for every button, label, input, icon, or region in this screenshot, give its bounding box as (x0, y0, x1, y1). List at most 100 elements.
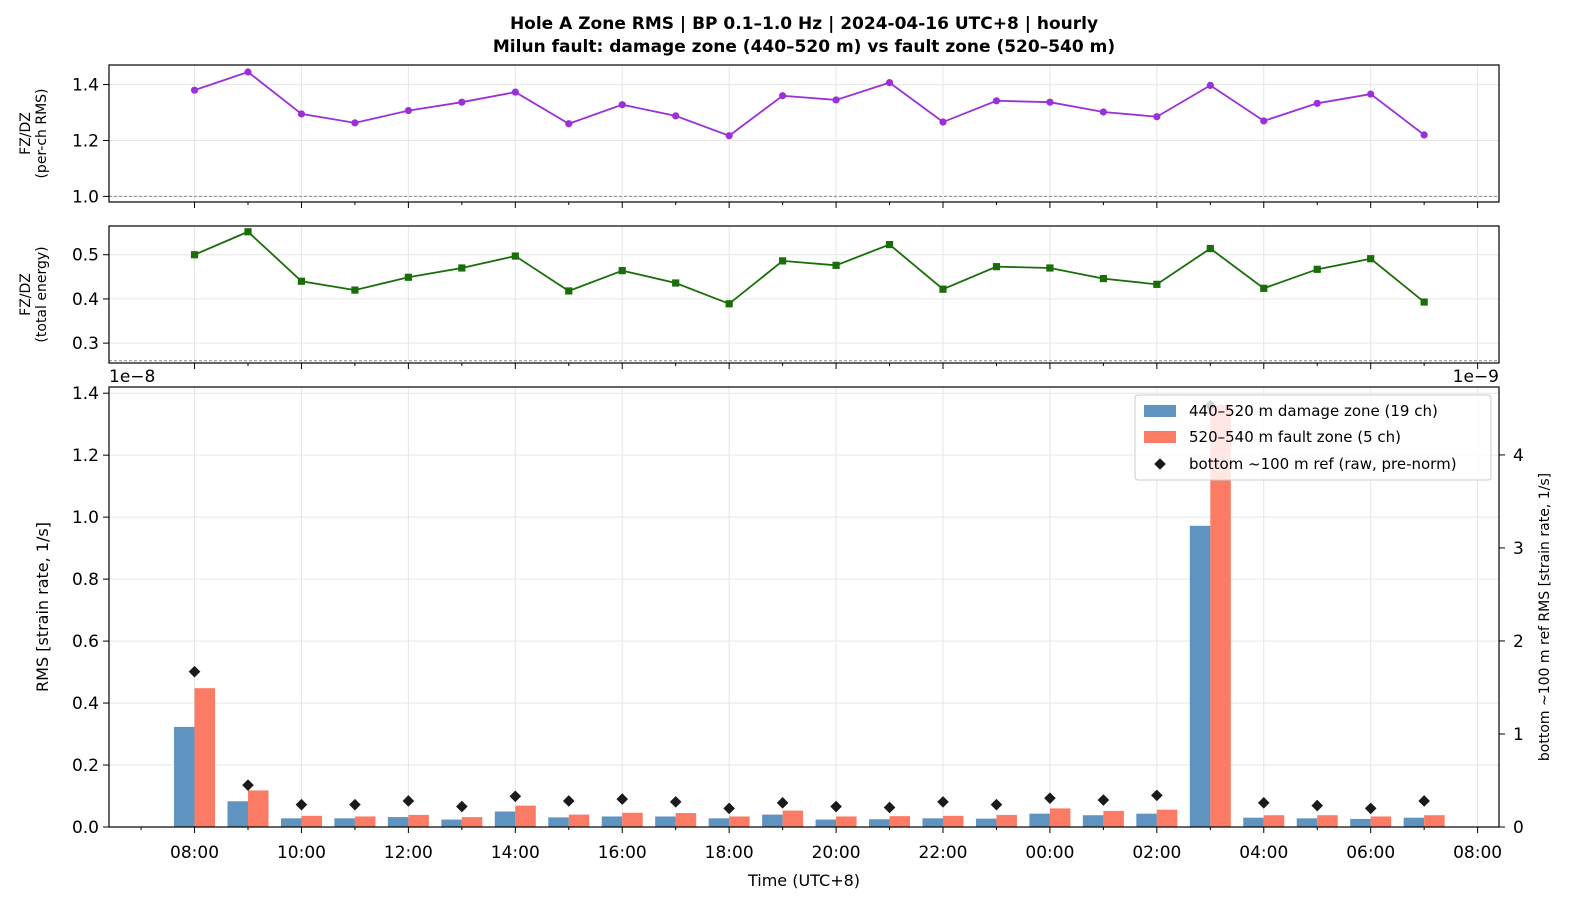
data-point-rms (1313, 99, 1321, 107)
data-point-energy (832, 261, 840, 269)
bar-damage-zone (1029, 813, 1050, 827)
marker-reference (616, 793, 629, 805)
data-point-rms (725, 132, 733, 140)
y-tick-label: 0.8 (72, 570, 99, 590)
y-tick-label: 0.4 (72, 290, 99, 310)
bar-fault-zone (1156, 809, 1178, 827)
marker-reference (669, 796, 682, 808)
bar-damage-zone (280, 818, 302, 827)
bar-fault-zone (996, 814, 1017, 827)
bar-damage-zone (869, 819, 890, 827)
y-tick-label: 1.4 (72, 76, 99, 96)
legend-box (1134, 394, 1492, 481)
bar-damage-zone (1350, 818, 1371, 827)
data-point-energy (1046, 264, 1054, 272)
marker-reference (830, 800, 842, 813)
data-point-energy (404, 273, 412, 281)
bar-fault-zone (675, 813, 697, 827)
legend-entry: 440–520 m damage zone (19 ch) (1189, 402, 1438, 420)
bar-damage-zone (922, 818, 943, 827)
marker-reference (295, 798, 308, 811)
x-tick-label: 08:00 (1453, 843, 1502, 863)
data-point-rms (779, 92, 787, 100)
y-axis-label: FZ/DZ(total energy) (18, 246, 50, 342)
legend-entry: bottom ~100 m ref (raw, pre-norm) (1189, 455, 1457, 473)
data-point-energy (1367, 255, 1375, 263)
bar-damage-zone (548, 817, 569, 827)
data-point-energy (1313, 265, 1321, 273)
data-point-rms (1420, 131, 1428, 139)
data-point-rms (404, 106, 412, 115)
data-point-energy (992, 263, 1001, 271)
marker-reference (1044, 792, 1056, 804)
data-point-energy (1206, 244, 1214, 253)
data-point-energy (885, 240, 894, 249)
bar-fault-zone (622, 812, 643, 827)
y-tick-label: 0.3 (72, 334, 99, 354)
y-offset-label: 1e−8 (109, 367, 155, 387)
marker-reference (242, 779, 254, 791)
marker-reference (402, 795, 415, 807)
y-axis-label-line: (per-ch RMS) (34, 88, 50, 178)
bar-damage-zone (174, 726, 195, 827)
y-axis-label: FZ/DZ(per-ch RMS) (18, 88, 50, 178)
marker-reference (456, 800, 468, 813)
bar-damage-zone (601, 816, 623, 827)
y-tick-label: 0.4 (72, 694, 99, 714)
data-point-rms (565, 120, 573, 128)
data-point-energy (1420, 298, 1428, 306)
marker-reference (1418, 795, 1430, 807)
panel-frame (108, 225, 1500, 364)
bar-fault-zone (194, 688, 216, 827)
x-tick-label: 16:00 (598, 843, 647, 863)
y-tick-label: 0.5 (72, 246, 99, 266)
data-point-energy (351, 286, 359, 294)
data-point-rms (244, 68, 252, 76)
marker-reference (349, 798, 361, 811)
data-point-energy (725, 300, 733, 308)
data-point-rms (832, 96, 840, 104)
x-tick-label: 08:00 (170, 843, 219, 863)
data-point-rms (1153, 113, 1161, 121)
bar-damage-zone (708, 818, 730, 827)
bar-fault-zone (889, 816, 911, 827)
data-point-energy (1260, 284, 1268, 292)
y-axis-label-line: (total energy) (34, 246, 50, 342)
y2-tick-label: 2 (1513, 632, 1524, 652)
y-axis-label-line: FZ/DZ (18, 273, 34, 316)
bar-fault-zone (461, 817, 483, 827)
bar-fault-zone (301, 815, 322, 827)
data-point-rms (351, 119, 359, 127)
bar-fault-zone (1317, 815, 1338, 827)
bar-fault-zone (1424, 815, 1445, 827)
marker-reference (723, 802, 735, 815)
panel-frame (108, 386, 1500, 828)
marker-reference (1097, 794, 1110, 806)
bar-damage-zone (1403, 817, 1425, 827)
data-point-rms (1367, 90, 1375, 98)
bar-fault-zone (1103, 810, 1124, 827)
marker-reference (990, 798, 1003, 811)
y2-axis-label: bottom ~100 m ref RMS [strain rate, 1/s] (1537, 473, 1553, 761)
y-tick-label: 1.2 (72, 446, 99, 466)
y-tick-label: 1.2 (72, 131, 99, 151)
x-tick-label: 06:00 (1346, 843, 1395, 863)
bar-damage-zone (1136, 813, 1157, 827)
bar-damage-zone (494, 811, 516, 827)
legend-entry: 520–540 m fault zone (5 ch) (1189, 428, 1401, 446)
y-tick-label: 1.0 (72, 508, 99, 528)
y-axis-label-line: FZ/DZ (18, 112, 34, 155)
data-point-rms (618, 101, 626, 109)
x-tick-label: 22:00 (919, 843, 968, 863)
data-point-rms (190, 86, 199, 94)
data-point-energy (939, 285, 947, 293)
marker-reference (562, 795, 575, 807)
marker-reference (937, 796, 949, 808)
data-point-energy (565, 287, 573, 295)
y-tick-label: 0.2 (72, 756, 99, 776)
y2-tick-label: 4 (1513, 446, 1524, 466)
data-point-energy (511, 252, 519, 260)
marker-reference (509, 790, 522, 803)
y-tick-label: 1.4 (72, 384, 99, 404)
